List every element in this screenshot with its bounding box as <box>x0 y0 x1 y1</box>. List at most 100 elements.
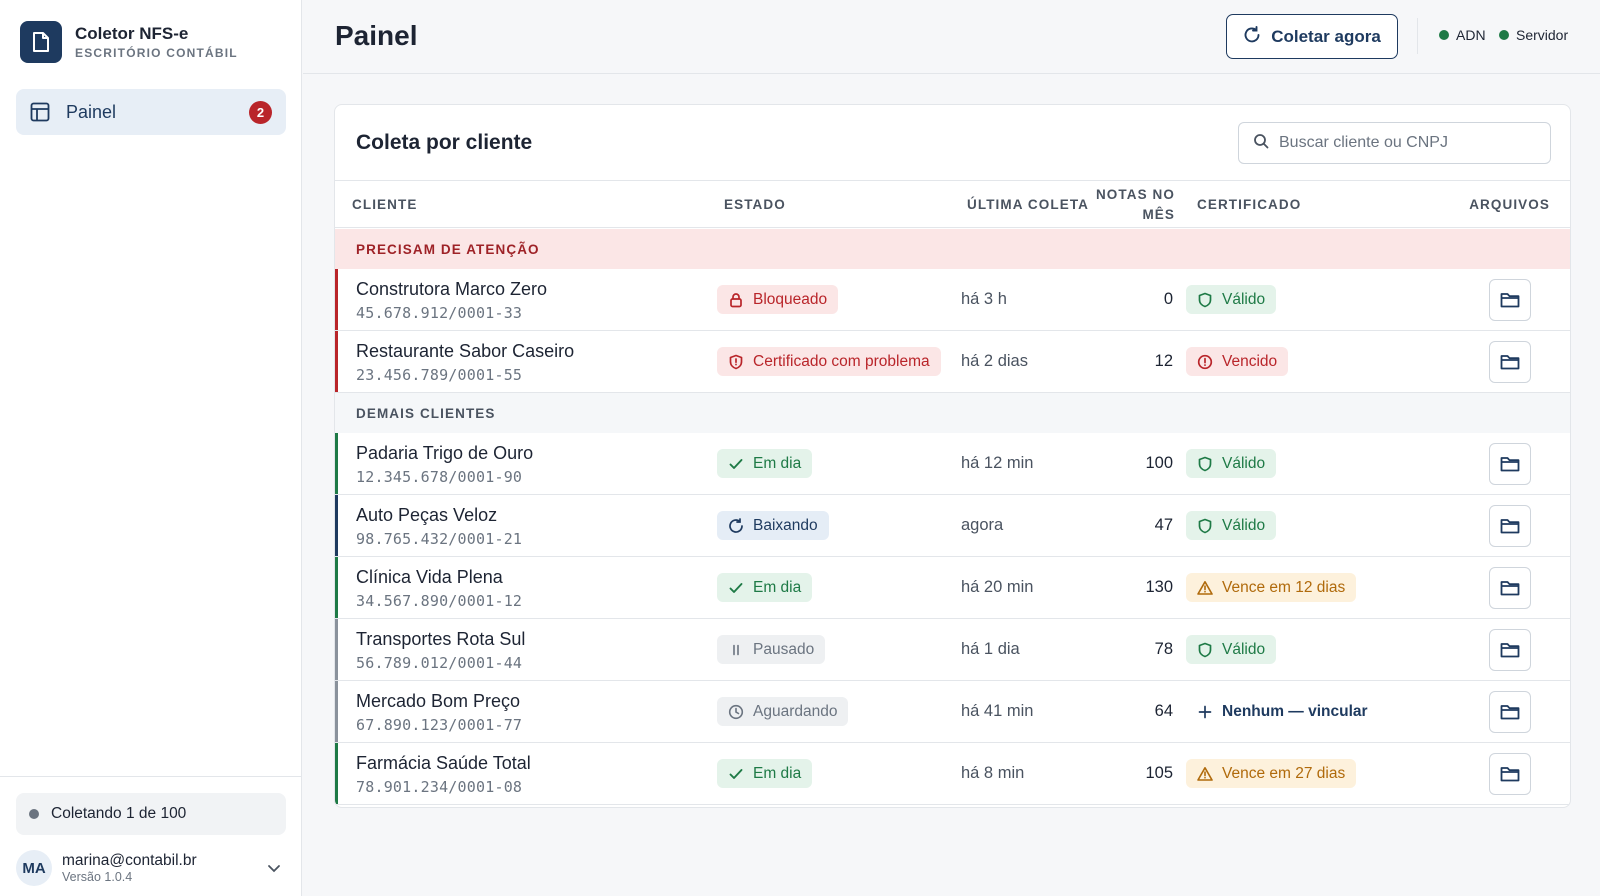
last-collection: há 8 min <box>961 764 1025 782</box>
check-icon <box>728 456 744 472</box>
shield-icon <box>1197 518 1213 534</box>
shield-icon <box>1197 456 1213 472</box>
last-collection: há 3 h <box>961 290 1007 308</box>
table-row[interactable]: Auto Peças Veloz 98.765.432/0001-21 Baixan… <box>335 495 1570 557</box>
certificate-badge: Válido <box>1186 285 1277 314</box>
link-certificate-button[interactable]: Nenhum — vincular <box>1186 697 1379 726</box>
collect-now-button[interactable]: Coletar agora <box>1226 14 1398 59</box>
column-header-client: CLIENTE <box>352 197 418 212</box>
search-input[interactable] <box>1279 134 1539 152</box>
client-name: Farmácia Saúde Total <box>356 753 531 773</box>
certificate-label: Válido <box>1222 640 1266 658</box>
last-collection: há 2 dias <box>961 352 1028 370</box>
status-label: Baixando <box>753 516 818 534</box>
folder-icon <box>1500 579 1520 597</box>
table-row[interactable]: Mercado Bom Preço 67.890.123/0001-77 Aguar… <box>335 681 1570 743</box>
plus-icon <box>1197 704 1213 720</box>
status-label: Em dia <box>753 578 802 596</box>
lock-icon <box>728 292 744 308</box>
pause-icon <box>728 642 744 658</box>
shield-icon <box>1197 292 1213 308</box>
refresh-icon <box>1243 26 1261 47</box>
folder-icon <box>1500 765 1520 783</box>
table-row[interactable]: Construtora Marco Zero 45.678.912/0001-33… <box>335 269 1570 331</box>
open-files-button[interactable] <box>1489 567 1531 609</box>
shield-alert-icon <box>728 354 744 370</box>
user-email: marina@contabil.br <box>62 851 197 869</box>
certificate-label: Válido <box>1222 454 1266 472</box>
warning-icon <box>1197 766 1213 782</box>
row-status-bar <box>335 269 338 330</box>
table-row[interactable]: Restaurante Sabor Caseiro 23.456.789/0001… <box>335 331 1570 393</box>
client-cnpj: 56.789.012/0001-44 <box>356 654 523 672</box>
check-icon <box>728 580 744 596</box>
status-badge: Em dia <box>717 573 813 602</box>
status-badge: Aguardando <box>717 697 849 726</box>
table-row[interactable]: Transportes Rota Sul 56.789.012/0001-44 Pa… <box>335 619 1570 681</box>
status-dot-icon <box>1439 30 1449 40</box>
certificate-label: Válido <box>1222 290 1266 308</box>
sidebar-divider <box>0 776 302 777</box>
status-label: Aguardando <box>753 702 838 720</box>
table-row[interactable]: Clínica Vida Plena 34.567.890/0001-12 Em d… <box>335 557 1570 619</box>
notes-count: 64 <box>1154 702 1173 720</box>
certificate-badge: Vence em 12 dias <box>1186 573 1357 602</box>
notes-count: 47 <box>1154 516 1173 534</box>
row-status-bar <box>335 557 338 618</box>
open-files-button[interactable] <box>1489 505 1531 547</box>
last-collection: há 20 min <box>961 578 1034 596</box>
notes-count: 130 <box>1145 578 1173 596</box>
group-header-attention: PRECISAM DE ATENÇÃO <box>335 229 1570 269</box>
app-title: Coletor NFS-e <box>75 23 189 43</box>
row-status-bar <box>335 495 338 556</box>
certificate-label: Nenhum — vincular <box>1222 702 1368 720</box>
open-files-button[interactable] <box>1489 341 1531 383</box>
client-name: Auto Peças Veloz <box>356 505 498 525</box>
status-label: Certificado com problema <box>753 352 930 370</box>
client-name: Construtora Marco Zero <box>356 279 548 299</box>
check-icon <box>728 766 744 782</box>
column-header-files: ARQUIVOS <box>1469 197 1550 212</box>
service-label: Servidor <box>1516 27 1569 43</box>
status-badge: Pausado <box>717 635 826 664</box>
last-collection: agora <box>961 516 1004 534</box>
certificate-badge: Válido <box>1186 449 1277 478</box>
header-divider <box>1417 18 1418 54</box>
certificate-badge: Válido <box>1186 511 1277 540</box>
certificate-label: Vencido <box>1222 352 1278 370</box>
open-files-button[interactable] <box>1489 753 1531 795</box>
status-label: Bloqueado <box>753 290 828 308</box>
column-header-cert: CERTIFICADO <box>1197 197 1302 212</box>
status-badge: Baixando <box>717 511 829 540</box>
avatar: MA <box>16 850 52 886</box>
clock-icon <box>728 704 744 720</box>
status-badge: Em dia <box>717 449 813 478</box>
service-label: ADN <box>1456 27 1486 43</box>
open-files-button[interactable] <box>1489 629 1531 671</box>
client-cnpj: 45.678.912/0001-33 <box>356 304 523 322</box>
notes-count: 100 <box>1145 454 1173 472</box>
certificate-label: Válido <box>1222 516 1266 534</box>
notes-count: 78 <box>1154 640 1173 658</box>
user-menu[interactable]: MA marina@contabil.br Versão 1.0.4 <box>16 848 286 888</box>
brand: Coletor NFS-e ESCRITÓRIO CONTÁBIL <box>20 21 238 63</box>
folder-icon <box>1500 641 1520 659</box>
open-files-button[interactable] <box>1489 279 1531 321</box>
table-header: CLIENTE ESTADO ÚLTIMA COLETA NOTAS NO MÊ… <box>335 180 1570 228</box>
client-cnpj: 98.765.432/0001-21 <box>356 530 523 548</box>
service-status-servidor: Servidor <box>1499 27 1568 43</box>
search-box <box>1238 122 1551 164</box>
table-row[interactable]: Padaria Trigo de Ouro 12.345.678/0001-90 E… <box>335 433 1570 495</box>
open-files-button[interactable] <box>1489 443 1531 485</box>
shield-icon <box>1197 642 1213 658</box>
client-collection-card: Coleta por cliente CLIENTE ESTADO ÚLTIMA… <box>334 104 1571 808</box>
open-files-button[interactable] <box>1489 691 1531 733</box>
last-collection: há 41 min <box>961 702 1034 720</box>
certificate-label: Vence em 27 dias <box>1222 764 1346 782</box>
client-cnpj: 34.567.890/0001-12 <box>356 592 523 610</box>
app-version: Versão 1.0.4 <box>62 869 133 884</box>
refresh-icon <box>728 517 744 534</box>
row-status-bar <box>335 681 338 742</box>
table-row[interactable]: Farmácia Saúde Total 78.901.234/0001-08 Em… <box>335 743 1570 805</box>
sidebar-item-painel[interactable]: Painel 2 <box>16 89 286 135</box>
